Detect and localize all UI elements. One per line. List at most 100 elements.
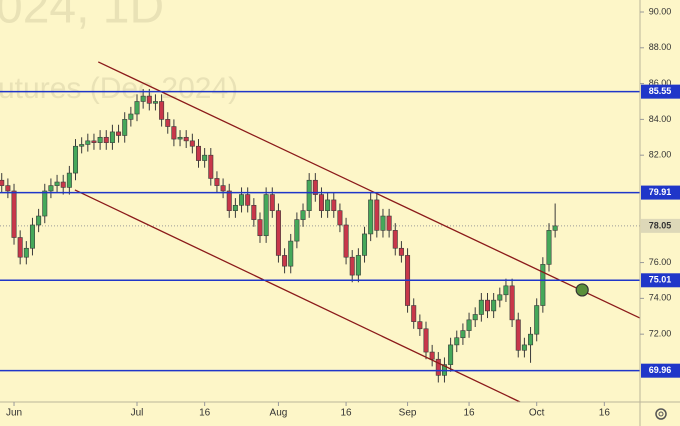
x-tick-label: Jun bbox=[6, 408, 22, 419]
candle-body bbox=[491, 299, 497, 312]
candle-body bbox=[454, 337, 460, 346]
candle-body bbox=[36, 215, 42, 226]
candle-body bbox=[546, 230, 552, 265]
candle-body bbox=[331, 199, 337, 211]
candle-body bbox=[134, 101, 140, 115]
candle-body bbox=[552, 225, 558, 231]
candle-body bbox=[466, 319, 472, 331]
candle-body bbox=[478, 299, 484, 315]
level-label-box bbox=[641, 273, 680, 288]
candle-body bbox=[245, 194, 251, 206]
x-tick-label: Oct bbox=[529, 408, 545, 419]
candle-body bbox=[515, 319, 521, 351]
candle-body bbox=[392, 230, 398, 249]
candle-body bbox=[177, 136, 183, 140]
x-tick-label: 16 bbox=[199, 408, 211, 419]
candle-body bbox=[362, 233, 368, 256]
candle-body bbox=[103, 136, 109, 143]
candle-body bbox=[318, 194, 324, 211]
y-tick-label: 84.00 bbox=[649, 114, 672, 124]
candle-body bbox=[79, 144, 85, 147]
candle-body bbox=[171, 126, 177, 140]
candle-body bbox=[540, 264, 546, 306]
level-label-box bbox=[641, 363, 680, 378]
candle-body bbox=[152, 101, 158, 104]
candle-body bbox=[239, 194, 245, 206]
candle-body bbox=[435, 358, 441, 376]
candle-body bbox=[337, 210, 343, 226]
candle-body bbox=[85, 140, 91, 145]
y-tick-label: 72.00 bbox=[649, 329, 672, 339]
gear-hub[interactable] bbox=[658, 411, 664, 417]
candle-body bbox=[48, 185, 54, 192]
candle-body bbox=[54, 181, 60, 186]
candle-body bbox=[398, 247, 404, 256]
candle-body bbox=[528, 333, 534, 346]
candle-body bbox=[429, 351, 435, 360]
level-label: 85.55 bbox=[649, 86, 672, 96]
level-label: 75.01 bbox=[649, 275, 672, 285]
candle-body bbox=[325, 199, 331, 211]
candle-body bbox=[288, 240, 294, 267]
y-tick-label: 82.00 bbox=[649, 150, 672, 160]
candle-body bbox=[183, 136, 189, 142]
gear[interactable] bbox=[655, 408, 667, 420]
candle-body bbox=[0, 179, 5, 186]
plot bbox=[0, 61, 641, 403]
x-tick-label: 16 bbox=[463, 408, 475, 419]
candle-body bbox=[97, 136, 103, 143]
candle-body bbox=[374, 199, 380, 231]
candle-body bbox=[60, 181, 66, 188]
candle-body bbox=[485, 299, 491, 312]
candle-body bbox=[73, 145, 79, 174]
watermark: 024, 1D bbox=[0, 0, 164, 34]
candle-body bbox=[257, 219, 263, 237]
candle-body bbox=[448, 344, 454, 365]
candle-body bbox=[11, 190, 17, 238]
candle-body bbox=[312, 179, 318, 195]
last-price-box bbox=[641, 218, 680, 233]
candle-body bbox=[423, 328, 429, 353]
candle-body bbox=[380, 215, 386, 231]
candle-body bbox=[282, 255, 288, 267]
candle-body bbox=[472, 314, 478, 321]
candle-body bbox=[42, 190, 48, 217]
candle-body bbox=[275, 210, 281, 256]
candle-body bbox=[368, 199, 374, 235]
level-label-box bbox=[641, 185, 680, 200]
x-tick-label: Aug bbox=[270, 408, 288, 419]
candle-body bbox=[202, 154, 208, 161]
x-tick-label: 16 bbox=[341, 408, 353, 419]
x-tick-label: Jul bbox=[131, 408, 144, 419]
candle-body bbox=[251, 204, 257, 220]
candle-body bbox=[116, 131, 122, 136]
watermark: utures (Dec 2024) bbox=[0, 72, 238, 105]
candle-body bbox=[460, 330, 466, 339]
trend-line bbox=[97, 61, 641, 319]
candle-body bbox=[411, 305, 417, 322]
candle-body bbox=[195, 145, 201, 161]
candle-body bbox=[503, 285, 509, 296]
marker bbox=[575, 283, 589, 297]
candle-body bbox=[146, 95, 152, 104]
last-price-label: 78.05 bbox=[649, 220, 672, 230]
candle-body bbox=[521, 344, 527, 351]
candle-body bbox=[226, 190, 232, 211]
candle-body bbox=[509, 285, 515, 321]
candle-body bbox=[349, 256, 355, 276]
candle-body bbox=[208, 154, 214, 179]
candle-body bbox=[220, 185, 226, 192]
candle-body bbox=[269, 194, 275, 211]
candle-body bbox=[5, 185, 11, 192]
candle-body bbox=[386, 215, 392, 231]
y-tick-label: 76.00 bbox=[649, 257, 672, 267]
candle-body bbox=[91, 140, 97, 143]
settings-icon[interactable] bbox=[655, 408, 667, 420]
candle-body bbox=[263, 194, 269, 237]
candle-body bbox=[17, 237, 23, 258]
y-tick-label: 74.00 bbox=[649, 293, 672, 303]
candle-body bbox=[214, 178, 220, 186]
level-label-box bbox=[641, 84, 680, 99]
candle-body bbox=[159, 101, 165, 120]
